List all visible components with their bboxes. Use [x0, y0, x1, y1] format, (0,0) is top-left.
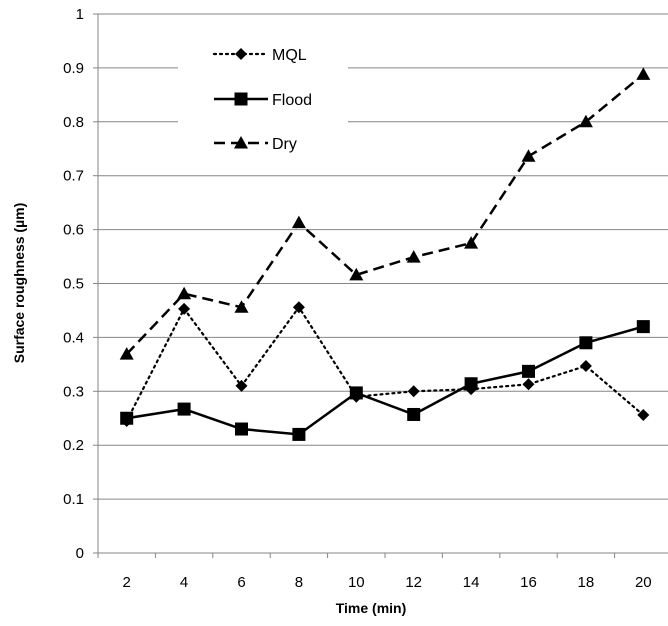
x-tick-label: 12 [405, 574, 422, 591]
x-tick-label: 6 [237, 574, 245, 591]
data-point-dry [349, 267, 364, 281]
series-line-flood [126, 325, 644, 436]
legend-label-flood: Flood [272, 92, 312, 109]
legend-marker-dry [234, 136, 248, 149]
data-point-flood [235, 422, 248, 436]
x-tick-label: 16 [520, 574, 537, 591]
x-tick-labels: 2 4 6 8 10 12 14 16 18 20 [123, 574, 652, 591]
data-point-dry [406, 250, 421, 263]
y-tick-label: 0.9 [63, 60, 84, 77]
data-point-dry [291, 215, 306, 229]
y-tick-label: 0.6 [63, 222, 84, 239]
data-point-dry [578, 114, 593, 128]
data-point-mql [292, 301, 305, 314]
data-point-mql [178, 302, 191, 315]
data-point-mql [407, 385, 420, 398]
gridlines [98, 13, 668, 500]
data-point-dry [464, 236, 479, 249]
data-point-flood [407, 407, 421, 421]
y-tick-label: 1 [76, 6, 84, 23]
legend-label-dry: Dry [272, 136, 297, 153]
y-tick-label: 0.8 [63, 114, 84, 131]
legend-marker-mql [235, 48, 247, 60]
y-tick-label: 0.1 [63, 491, 84, 508]
data-point-dry [636, 67, 651, 80]
legend-marker-flood [234, 92, 248, 106]
data-point-dry [521, 149, 536, 162]
x-axis-title: Time (min) [336, 600, 407, 616]
data-point-dry [119, 347, 134, 360]
y-tick-label: 0.3 [63, 383, 84, 400]
legend: MQL Flood Dry [212, 47, 312, 153]
data-point-flood [292, 427, 306, 441]
data-point-flood [636, 320, 650, 334]
data-point-dry [234, 300, 249, 313]
x-tick-label: 18 [578, 574, 595, 591]
y-tick-labels: 0 0.1 0.2 0.3 0.4 0.5 0.6 0.7 0.8 0.9 1 [63, 6, 84, 562]
y-axis-title: Surface roughness (µm) [11, 203, 27, 364]
legend-background [178, 38, 348, 168]
data-point-mql [579, 359, 592, 372]
data-point-flood [579, 336, 593, 350]
axes [93, 13, 668, 558]
x-tick-label: 14 [463, 574, 480, 591]
data-point-dry [177, 286, 192, 300]
data-point-mql [522, 378, 535, 391]
data-point-mql [235, 379, 248, 392]
y-tick-label: 0.4 [63, 329, 84, 346]
series-line-mql [125, 306, 645, 423]
y-tick-label: 0.7 [63, 168, 84, 185]
x-tick-label: 2 [123, 574, 131, 591]
x-tick-label: 4 [180, 574, 188, 591]
data-point-flood [177, 402, 191, 416]
data-point-flood [464, 377, 478, 391]
y-tick-label: 0 [76, 545, 84, 562]
data-point-flood [120, 411, 134, 425]
data-point-flood [522, 364, 535, 378]
series-line-dry [125, 73, 645, 355]
y-tick-label: 0.5 [63, 276, 84, 293]
data-point-mql [637, 409, 650, 422]
x-tick-label: 10 [348, 574, 365, 591]
legend-label-mql: MQL [272, 47, 307, 64]
x-tick-label: 20 [635, 574, 652, 591]
data-point-flood [349, 386, 363, 400]
x-tick-label: 8 [295, 574, 303, 591]
y-tick-label: 0.2 [63, 437, 84, 454]
plot-series [119, 67, 651, 441]
